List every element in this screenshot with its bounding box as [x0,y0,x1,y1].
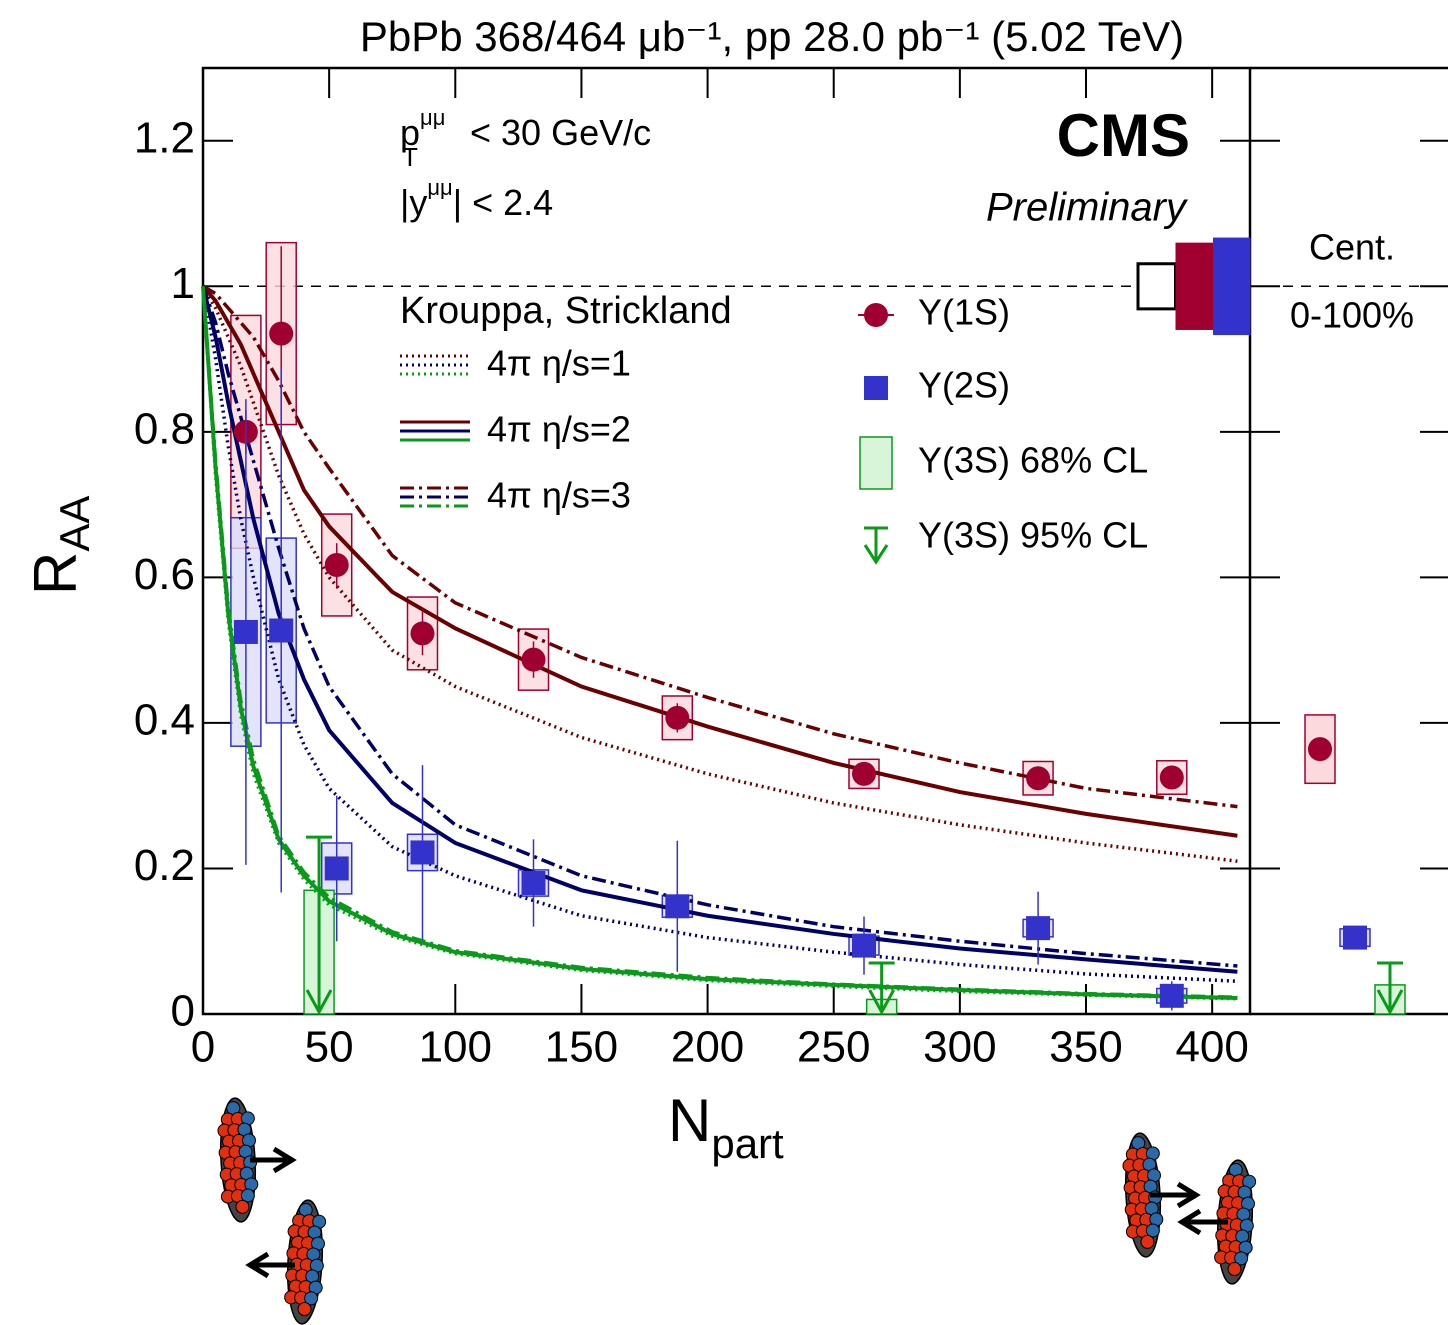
y-label-main: R [22,552,89,595]
nucleon [304,1291,319,1306]
model-curve [201,286,1238,984]
legend-title: Krouppa, Strickland [400,290,732,332]
model-curve [202,284,1238,809]
nucleus-icon [217,1097,259,1223]
x-tick-label: 300 [923,1023,996,1072]
upper-limit [305,835,333,1016]
motion-arrow [1150,1181,1201,1209]
x-tick-label: 100 [419,1023,492,1072]
upper-limit [868,961,895,1016]
y-label-sub: AA [51,496,98,552]
model-curve [201,286,1238,1000]
nucleus-icon [1214,1159,1257,1285]
x-tick-label: 400 [1175,1023,1248,1072]
cut-part: μμ [420,105,445,130]
legend-sample [863,526,889,565]
legend-label: Υ(3S) 95% CL [918,515,1148,556]
x-axis-label: Npart [668,1087,784,1167]
nucleon [1234,1251,1249,1266]
nucleon [240,1188,255,1203]
marker [851,933,876,958]
marker [324,553,349,578]
cut-label: |yμμ| < 2.4 [400,175,553,223]
y-tick-label: 0.8 [134,404,195,453]
model-curve [201,286,1238,1001]
marker [269,618,294,643]
legend-label: 4π η/s=1 [487,343,631,384]
x-tick-label: 0 [191,1023,215,1072]
nucleon [1227,1262,1242,1277]
marker [1026,916,1051,941]
legend-sample [864,376,888,400]
marker [1159,765,1184,790]
marker [233,619,258,644]
legend-label: Υ(1S) [918,292,1010,333]
x-tick-label: 50 [305,1023,354,1072]
global-uncertainty [1175,242,1213,330]
cut-part: < 30 GeV/c [470,112,651,153]
cut-part: p [400,112,420,153]
experiment-label: CMS [1057,102,1190,169]
x-tick-label: 150 [545,1023,618,1072]
panel-label: Cent. [1309,227,1395,268]
legend-sample [864,303,888,327]
y-tick-label: 0 [171,987,195,1036]
y-tick-label: 1.2 [134,113,195,162]
status-label: Preliminary [986,186,1189,230]
marker [1343,925,1367,950]
x-label-sub: part [711,1120,784,1167]
model-curve [201,285,1238,863]
model-curve [201,284,1238,838]
marker [324,856,349,881]
y-tick-label: 1 [171,259,195,308]
legend-label: 4π η/s=2 [487,409,631,450]
legend-label: Υ(2S) [918,365,1010,406]
global-uncertainty [1213,237,1251,336]
nucleon [235,1199,250,1214]
marker [521,647,546,672]
model-curve [201,285,1238,968]
y-tick-label: 0.4 [134,696,195,745]
x-label-main: N [668,1087,711,1154]
motion-arrow [1177,1208,1228,1236]
y-tick-label: 0.6 [134,550,195,599]
marker [1308,737,1332,762]
marker [269,321,294,346]
marker [665,705,690,730]
motion-arrow [245,1251,295,1279]
plot-frame [201,66,1252,1016]
global-uncertainty [1136,262,1177,311]
cut-label: pμμ T < 30 GeV/c [400,105,651,172]
nucleus-icon [284,1199,327,1325]
nucleon [297,1302,312,1317]
cut-part: μμ [427,175,452,200]
chart-title: PbPb 368/464 μb⁻¹, pp 28.0 pb⁻¹ (5.02 Te… [360,13,1184,60]
cut-part: |y [400,182,427,223]
model-curve [201,285,1238,974]
panel-label: 0-100% [1290,295,1414,336]
nucleon [1140,1234,1155,1249]
marker [410,621,435,646]
marker [1026,766,1051,791]
y-axis-label: RAA [22,496,98,595]
model-curve [201,286,1238,1000]
x-tick-label: 200 [671,1023,744,1072]
legend-label: 4π η/s=3 [487,475,631,516]
legend-label: Υ(3S) 68% CL [918,440,1148,481]
x-tick-label: 250 [797,1023,870,1072]
y-tick-label: 0.2 [134,841,195,890]
marker [410,840,435,865]
nucleon [1145,1223,1160,1238]
marker [665,894,690,919]
marker [1159,983,1184,1008]
marker [521,871,546,896]
upper-limit [1376,961,1404,1016]
x-tick-label: 350 [1049,1023,1122,1072]
marker [851,761,876,786]
cut-part: | < 2.4 [453,182,553,223]
motion-arrow [250,1146,297,1174]
cut-part: T [402,142,418,172]
legend-sample [859,436,893,490]
